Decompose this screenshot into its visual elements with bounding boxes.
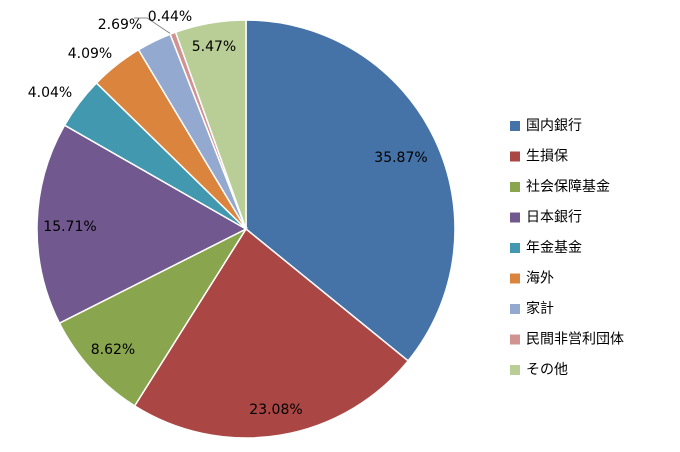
legend-swatch (510, 243, 520, 253)
legend-swatch (510, 365, 520, 375)
data-label: 15.71% (43, 219, 96, 235)
pie-slice (245, 19, 456, 362)
legend-swatch (510, 304, 520, 314)
data-label: 4.09% (68, 46, 112, 62)
legend-swatch (510, 182, 520, 192)
legend-label: 海外 (526, 271, 554, 287)
pie-slice (58, 227, 249, 407)
legend-label: 家計 (526, 300, 554, 317)
legend-label: その他 (526, 362, 568, 378)
data-label: 0.44% (148, 9, 192, 25)
legend-label: 年金基金 (526, 239, 582, 256)
pie-slice (174, 19, 247, 230)
legend-label: 日本銀行 (526, 210, 582, 226)
legend-swatch (510, 151, 520, 162)
leader-line (134, 17, 175, 37)
legend-label: 民間非営利団体 (526, 332, 624, 348)
legend-swatch (510, 334, 520, 345)
legend-swatch (510, 273, 520, 284)
data-label: 2.69% (98, 17, 142, 33)
data-label: 4.04% (28, 85, 72, 101)
legend-swatch (510, 121, 520, 131)
legend-label: 社会保障基金 (526, 178, 610, 195)
pie-slice (133, 227, 410, 439)
data-label: 23.08% (249, 402, 302, 418)
legend-label: 国内銀行 (526, 118, 582, 134)
data-label: 5.47% (192, 39, 236, 55)
legend-label: 生損保 (526, 149, 568, 165)
data-label: 8.62% (91, 342, 135, 358)
pie-slice (36, 124, 248, 325)
legend-swatch (510, 212, 520, 223)
data-label: 35.87% (374, 150, 427, 166)
